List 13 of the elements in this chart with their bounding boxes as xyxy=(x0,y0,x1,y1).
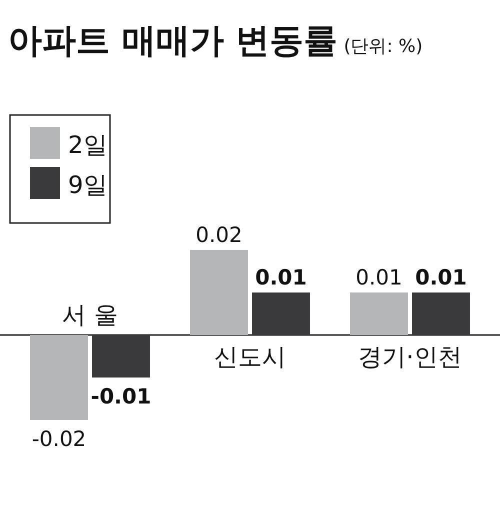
legend-label: 2일 xyxy=(68,131,108,159)
legend-label: 9일 xyxy=(68,171,108,199)
chart-title: 아파트 매매가 변동률 xyxy=(8,21,338,61)
data-label: 0.01 xyxy=(356,266,402,290)
x-tick-label: 서 울 xyxy=(62,301,118,329)
data-label: 0.01 xyxy=(415,266,467,290)
x-tick-label: 경기·인천 xyxy=(358,343,462,371)
data-label: 0.01 xyxy=(255,266,307,290)
data-label: -0.01 xyxy=(90,384,152,408)
data-label: -0.02 xyxy=(32,427,86,451)
data-label: 0.02 xyxy=(196,223,242,247)
chart-subtitle: (단위: %) xyxy=(344,36,423,57)
x-tick-label: 신도시 xyxy=(214,343,286,371)
